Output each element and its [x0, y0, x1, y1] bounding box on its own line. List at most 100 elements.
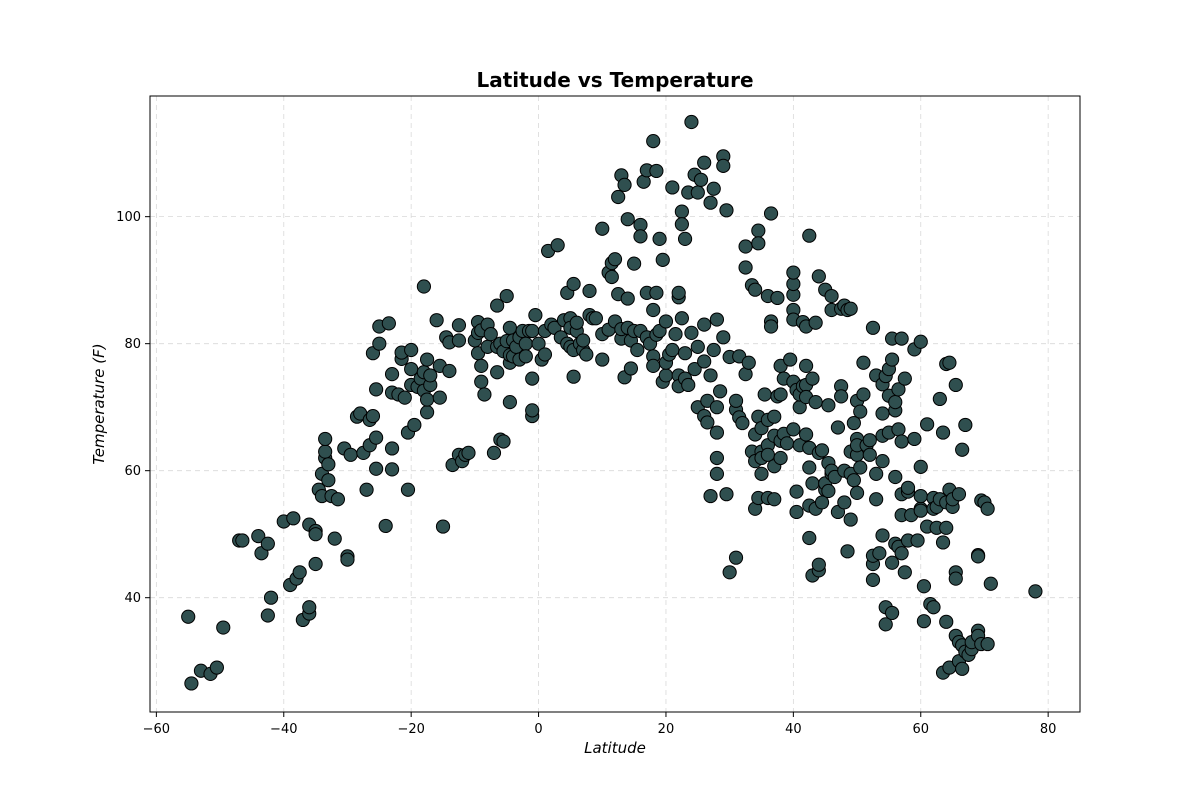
data-point: [432, 390, 447, 405]
data-point: [674, 217, 689, 232]
x-tick-label: 60: [912, 722, 929, 737]
data-point: [292, 565, 307, 580]
data-point: [783, 352, 798, 367]
data-point: [802, 460, 817, 475]
data-point: [837, 495, 852, 510]
data-point: [824, 288, 839, 304]
data-point: [843, 301, 858, 316]
data-point: [913, 503, 928, 518]
data-point: [263, 590, 279, 605]
data-point: [658, 368, 674, 383]
data-point: [821, 483, 836, 499]
data-point: [321, 457, 336, 472]
data-point: [419, 352, 435, 367]
data-point: [684, 325, 699, 340]
data-point: [435, 519, 451, 534]
x-tick-label: 80: [1040, 722, 1057, 737]
data-point: [684, 114, 699, 130]
data-point: [767, 492, 782, 507]
data-point: [381, 316, 396, 331]
data-point: [948, 571, 963, 586]
data-point: [875, 528, 890, 543]
data-point: [840, 544, 855, 559]
data-point: [451, 318, 467, 333]
data-point: [798, 358, 814, 373]
data-point: [677, 231, 693, 246]
data-point: [400, 482, 416, 497]
data-point: [260, 608, 275, 623]
data-point: [735, 415, 750, 431]
data-point: [423, 368, 438, 383]
data-point: [419, 392, 435, 407]
data-point: [700, 415, 715, 430]
data-point: [773, 450, 788, 466]
data-point: [811, 557, 826, 572]
data-point: [900, 480, 916, 495]
data-point: [318, 431, 333, 447]
data-point: [566, 276, 581, 292]
data-point: [184, 676, 199, 691]
data-point: [751, 236, 766, 251]
data-point: [897, 565, 912, 580]
data-point: [595, 352, 610, 367]
data-point: [856, 387, 871, 402]
data-point: [773, 387, 788, 402]
data-point: [369, 430, 384, 445]
data-point: [939, 520, 954, 535]
data-point: [486, 445, 502, 460]
data-point: [920, 417, 935, 432]
data-point: [980, 501, 995, 516]
data-point: [846, 415, 861, 431]
data-point: [477, 387, 492, 402]
data-point: [728, 393, 744, 408]
x-tick-label: −20: [397, 722, 424, 737]
data-point: [763, 319, 779, 334]
data-point: [569, 315, 584, 330]
data-point: [518, 336, 533, 351]
data-point: [1028, 584, 1043, 599]
data-point: [579, 347, 594, 362]
data-point: [308, 527, 323, 542]
data-point: [916, 579, 932, 594]
data-point: [709, 466, 725, 481]
x-tick-label: 40: [785, 722, 802, 737]
data-point: [620, 291, 635, 306]
data-point: [951, 487, 967, 502]
data-point: [738, 260, 753, 275]
data-point: [862, 433, 877, 448]
data-point: [397, 390, 412, 405]
x-axis-label: Latitude: [584, 739, 646, 757]
data-point: [499, 288, 514, 304]
data-point: [955, 442, 970, 457]
data-point: [674, 311, 689, 326]
data-point: [671, 285, 686, 300]
data-point: [451, 333, 467, 348]
data-point: [856, 355, 871, 370]
data-point: [779, 436, 795, 451]
data-point: [588, 311, 603, 326]
data-point: [757, 387, 772, 402]
data-point: [916, 614, 932, 629]
data-point: [537, 347, 553, 362]
data-point: [983, 576, 998, 591]
data-point: [384, 462, 400, 477]
data-point: [216, 620, 231, 635]
data-point: [865, 320, 881, 335]
data-point: [474, 358, 489, 373]
data-point: [582, 283, 597, 299]
data-points: [181, 114, 1043, 691]
data-point: [209, 660, 224, 675]
data-point: [942, 355, 957, 370]
data-point: [181, 609, 196, 624]
data-point: [939, 614, 954, 629]
data-point: [907, 431, 922, 447]
y-tick-label: 100: [116, 210, 141, 225]
data-point: [884, 605, 900, 621]
data-point: [709, 425, 725, 440]
data-point: [894, 331, 909, 346]
data-point: [384, 441, 400, 456]
data-point: [948, 377, 963, 393]
data-point: [404, 342, 419, 358]
y-tick-label: 60: [124, 464, 141, 479]
data-point: [932, 391, 947, 407]
